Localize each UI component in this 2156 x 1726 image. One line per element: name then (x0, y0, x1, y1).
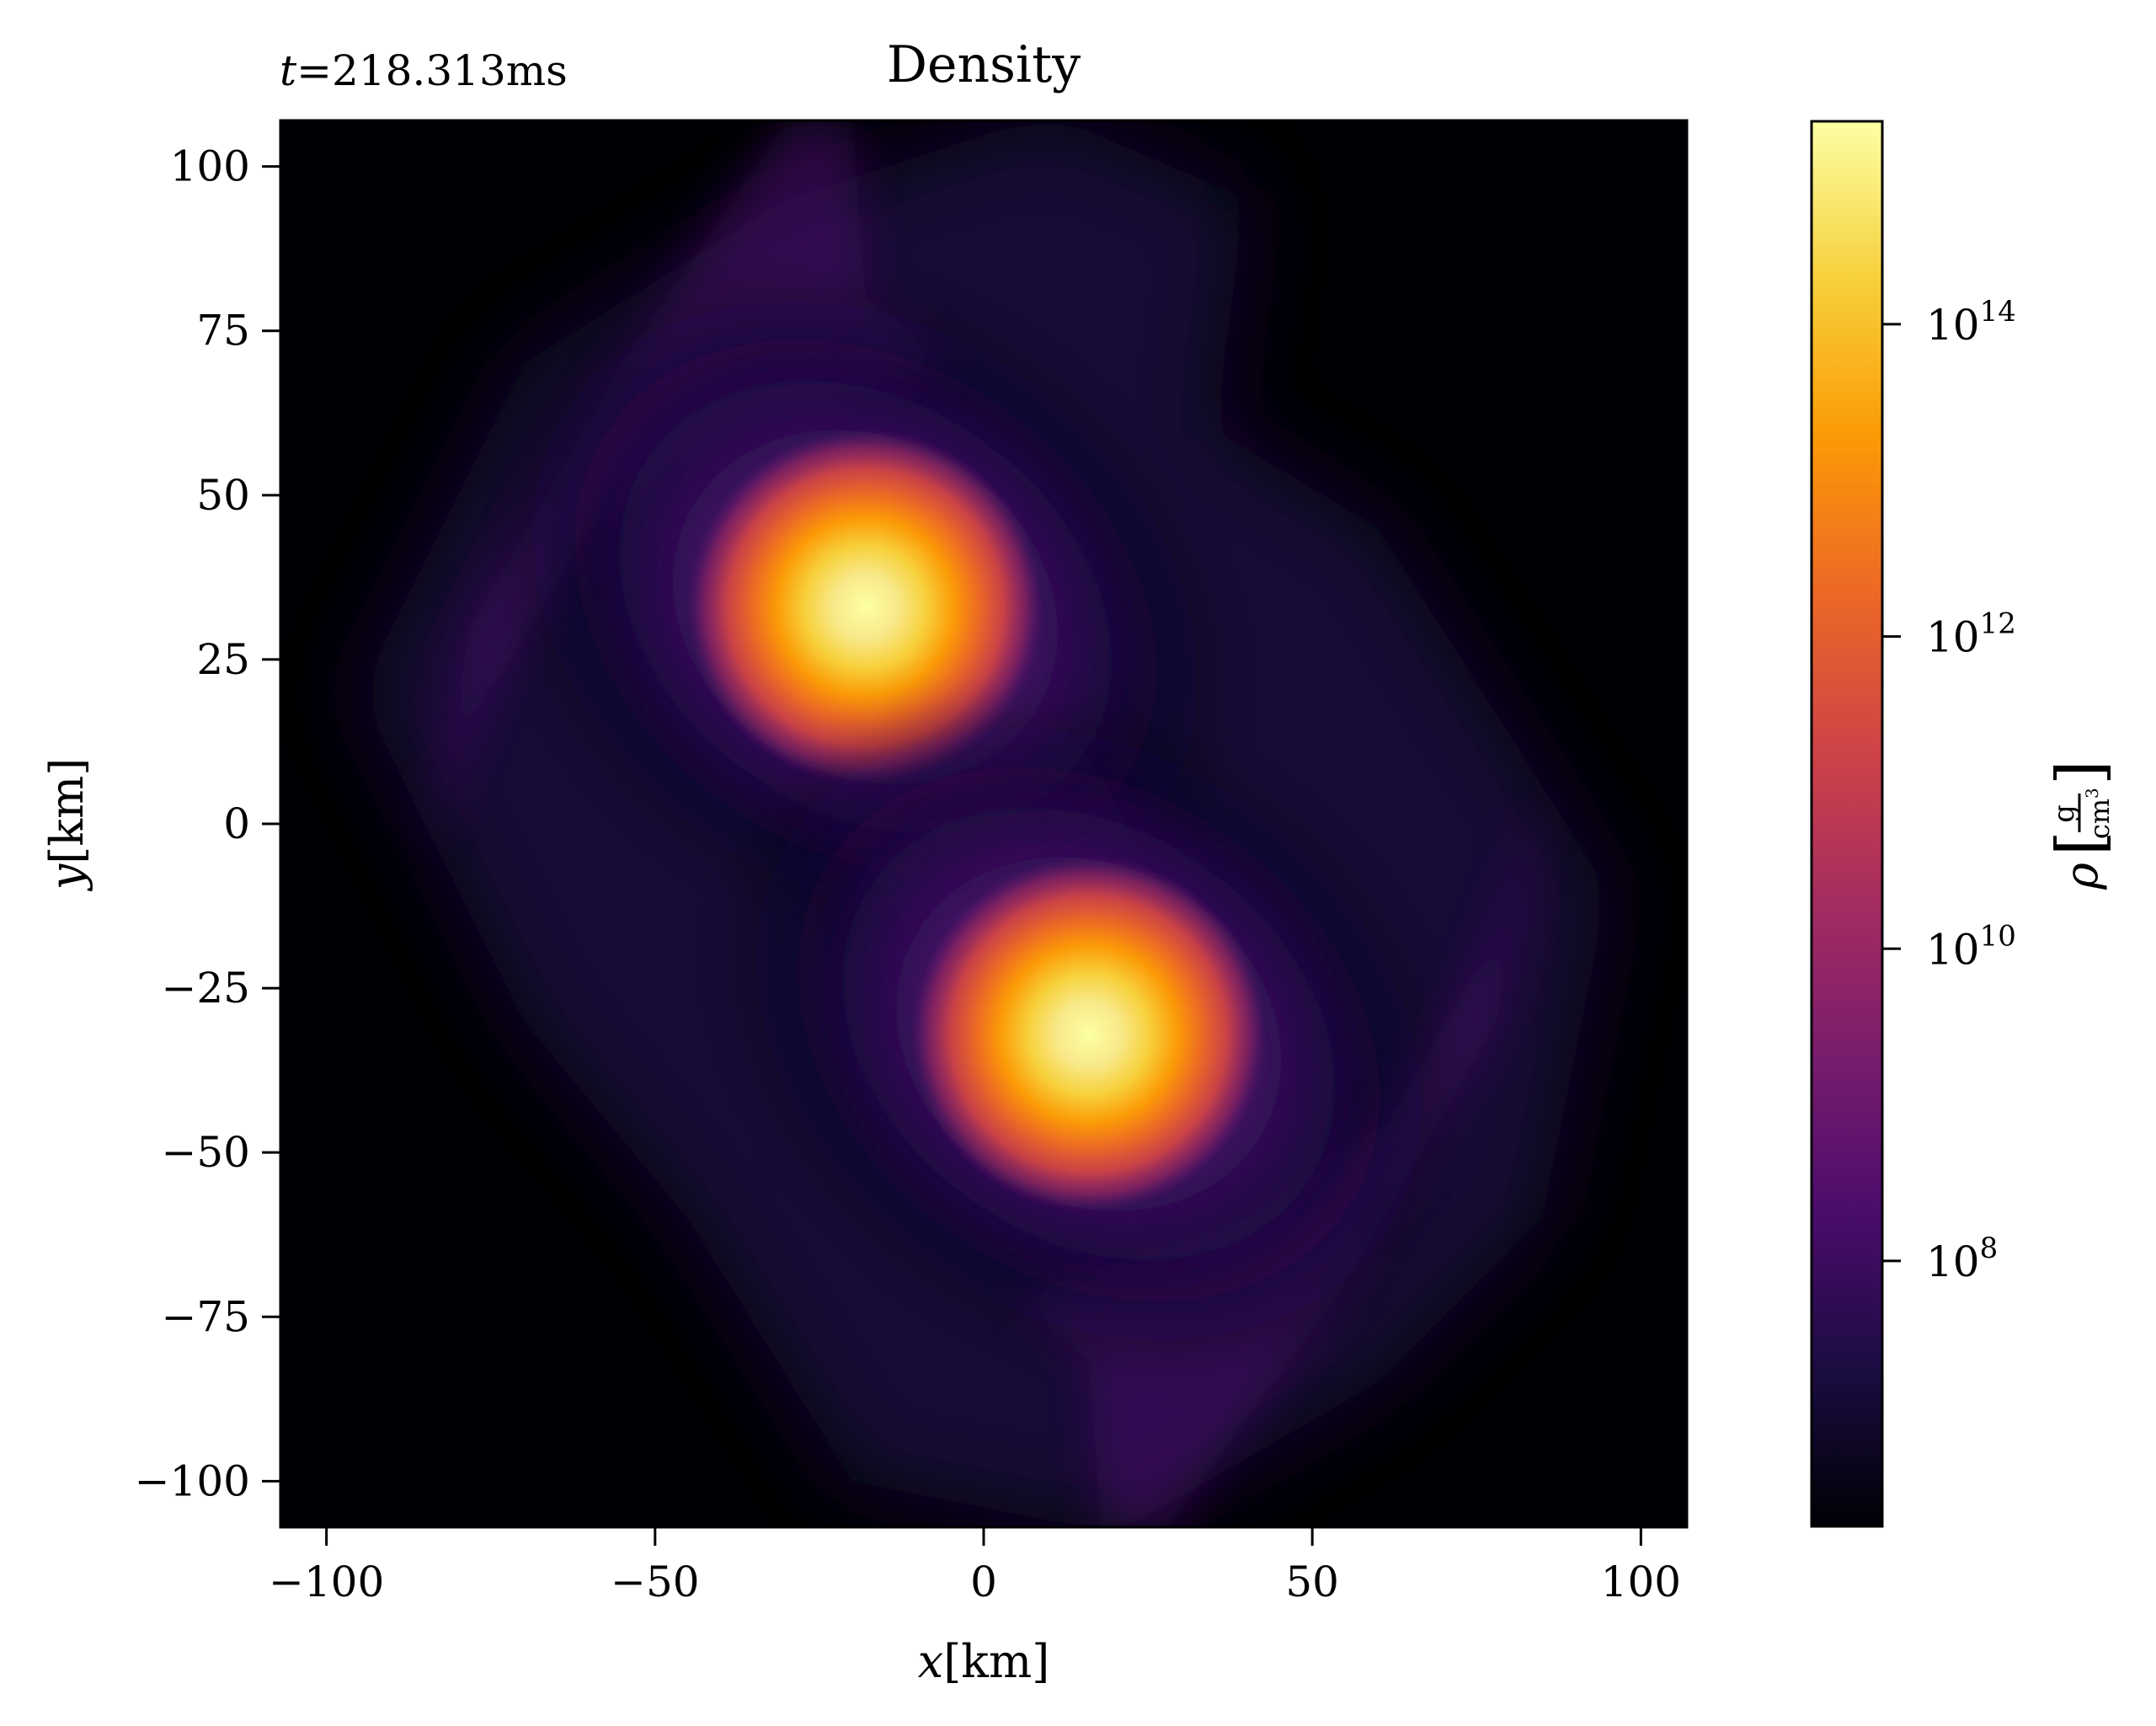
x-axis-unit: [km] (943, 1635, 1049, 1688)
colorbar-tick-label: 1012 (1926, 607, 2016, 662)
y-axis-label: y[km] (40, 758, 93, 892)
x-axis-label: x[km] (918, 1635, 1050, 1688)
y-axis-unit: [km] (40, 758, 93, 864)
y-tick-label: 75 (196, 307, 250, 355)
colorbar-unit-exponent: 3 (2082, 788, 2102, 799)
colorbar-bracket-right: ] (2042, 760, 2117, 785)
x-tick-label: 100 (1601, 1558, 1681, 1606)
x-tick-label: −100 (269, 1558, 384, 1606)
y-tick-label: −100 (135, 1456, 250, 1505)
density-map (280, 120, 1687, 1527)
colorbar-tick-label: 1010 (1926, 919, 2016, 974)
density-field (359, 120, 1609, 1527)
x-axis-symbol: x (918, 1635, 943, 1688)
colorbar-ticks: 108 1010 1012 1014 (1882, 295, 2016, 1286)
y-tick-label: −25 (161, 964, 250, 1013)
colorbar-unit-denominator: cm (2084, 799, 2116, 839)
x-tick-label: −50 (611, 1558, 700, 1606)
x-tick-label: 0 (970, 1558, 997, 1606)
colorbar-tick-label: 1014 (1926, 295, 2016, 350)
y-tick-label: −50 (161, 1128, 250, 1177)
y-axis-symbol: y (40, 863, 93, 891)
colorbar-gradient (1812, 121, 1882, 1526)
time-value: =218.313ms (296, 46, 568, 95)
colorbar-symbol: ρ (2055, 863, 2108, 890)
y-tick-label: 25 (196, 635, 250, 684)
y-axis: 100 75 50 25 0 −25 −50 −75 −100 (135, 142, 280, 1505)
y-tick-label: −75 (161, 1292, 250, 1341)
colorbar-label: ρ [ g cm 3 ] (2042, 760, 2117, 890)
colorbar-tick-label: 108 (1926, 1232, 1998, 1286)
y-tick-label: 0 (223, 799, 250, 848)
chart-title: Density (887, 35, 1081, 94)
time-label: t=218.313ms (280, 46, 568, 95)
y-tick-label: 100 (170, 142, 250, 191)
star-core-2 (911, 857, 1267, 1212)
colorbar-unit-numerator: g (2047, 804, 2081, 823)
y-tick-label: 50 (196, 471, 250, 520)
time-symbol: t (280, 46, 297, 95)
colorbar: 108 1010 1012 1014 ρ [ g cm 3 ] (1810, 120, 2117, 1528)
x-tick-label: 50 (1285, 1558, 1339, 1606)
colorbar-bracket-left: [ (2042, 831, 2117, 856)
colorbar-frame (1810, 120, 1884, 1528)
x-axis: −100 −50 0 50 100 (269, 1527, 1681, 1606)
